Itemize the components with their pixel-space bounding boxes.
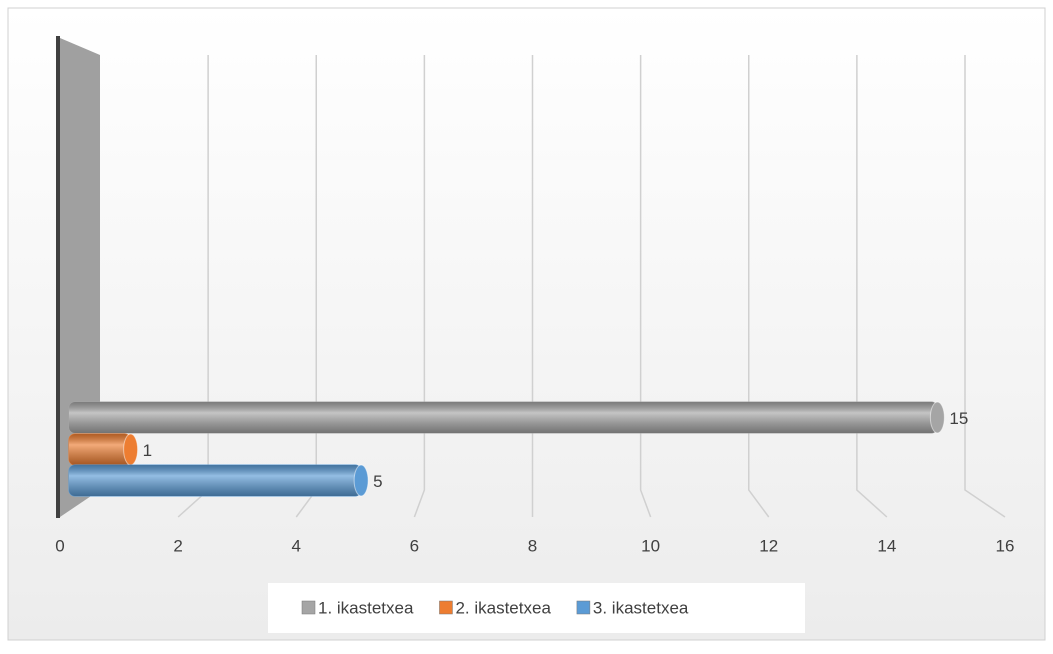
x-tick-label: 8 xyxy=(528,536,537,555)
bar-part xyxy=(123,433,139,466)
x-tick-label: 6 xyxy=(410,536,419,555)
legend-swatch xyxy=(439,600,453,615)
x-tick-label: 2 xyxy=(173,536,182,555)
grid-line xyxy=(748,55,770,518)
data-label: 1 xyxy=(143,441,152,460)
legend xyxy=(268,583,805,633)
bar-part xyxy=(69,402,938,433)
data-label: 15 xyxy=(949,409,968,428)
data-label: 5 xyxy=(373,472,382,491)
bar xyxy=(68,401,945,434)
bar xyxy=(68,464,369,497)
bar-part xyxy=(69,434,131,465)
x-tick-label: 10 xyxy=(641,536,660,555)
grid-line xyxy=(964,55,1006,518)
legend-swatch xyxy=(301,600,316,615)
x-tick-label: 12 xyxy=(759,536,778,555)
bar-part xyxy=(929,401,945,434)
grid-line xyxy=(856,55,888,518)
x-tick-label: 14 xyxy=(877,536,896,555)
legend-swatch xyxy=(576,600,591,615)
bar xyxy=(68,433,139,466)
grid-line xyxy=(413,55,426,518)
bar-part xyxy=(353,464,369,497)
chart-area xyxy=(7,7,1046,641)
x-tick-label: 16 xyxy=(996,536,1015,555)
wall-edge xyxy=(56,36,60,518)
side-wall xyxy=(60,38,100,517)
legend-label: 3. ikastetxea xyxy=(593,598,689,617)
legend-label: 2. ikastetxea xyxy=(455,598,551,617)
legend-label: 1. ikastetxea xyxy=(318,598,414,617)
x-tick-label: 0 xyxy=(55,536,64,555)
bar-part xyxy=(69,465,362,496)
grid-line xyxy=(639,55,652,518)
x-tick-label: 4 xyxy=(292,536,301,555)
